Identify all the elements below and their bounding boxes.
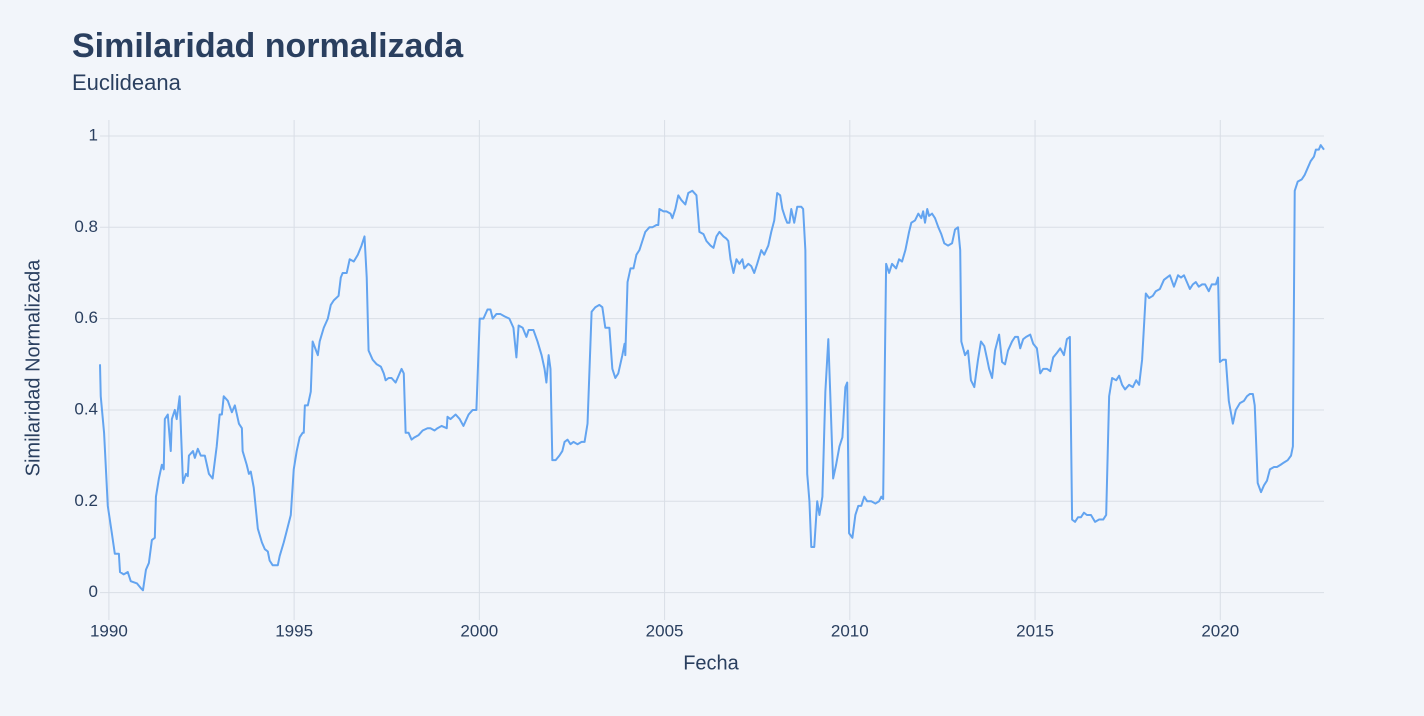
y-tick-label: 0.4 (74, 399, 98, 418)
x-tick-label: 1990 (90, 621, 128, 640)
data-line (99, 144, 1325, 592)
x-axis-title: Fecha (683, 652, 739, 674)
y-tick-label: 0 (89, 582, 98, 601)
y-tick-label: 0.6 (74, 308, 98, 327)
x-tick-label: 1995 (275, 621, 313, 640)
chart-subtitle: Euclideana (72, 70, 182, 95)
y-axis-title: Similaridad Normalizada (22, 259, 44, 477)
plot-area (99, 144, 1325, 592)
x-tick-label: 2010 (831, 621, 869, 640)
chart-title: Similaridad normalizada (72, 27, 464, 65)
x-tick-label: 2015 (1016, 621, 1054, 640)
grid: 0 0.2 0.4 0.6 0.8 1 1990 1995 2000 2005 2010 2015 20… (74, 120, 1324, 640)
y-tick-label: 0.8 (74, 217, 98, 236)
y-tick-label: 1 (89, 125, 98, 144)
x-tick-label: 2020 (1201, 621, 1239, 640)
x-tick-label: 2000 (460, 621, 498, 640)
x-tick-label: 2005 (646, 621, 684, 640)
y-tick-label: 0.2 (74, 491, 98, 510)
